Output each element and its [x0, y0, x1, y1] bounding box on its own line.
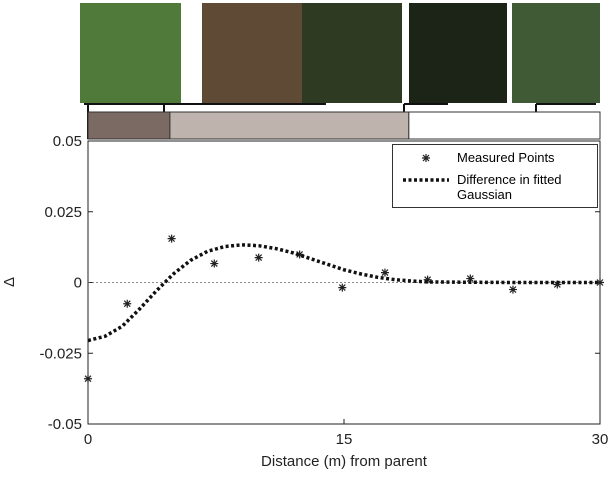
- point: [255, 254, 263, 262]
- x-tick-label: 30: [592, 431, 609, 448]
- y-tick-label: -0.05: [48, 416, 82, 433]
- legend-symbol: [422, 154, 430, 162]
- zone: [88, 112, 170, 139]
- x-tick-label: 15: [336, 431, 353, 448]
- point: [509, 286, 517, 294]
- point: [381, 269, 389, 277]
- y-axis-label: Δ: [1, 277, 18, 287]
- legend-swatch: [401, 172, 451, 188]
- fit-line: [88, 245, 600, 341]
- photo-understory: [512, 3, 600, 103]
- point: [338, 284, 346, 292]
- photo-seedling: [202, 3, 302, 103]
- point: [168, 235, 176, 243]
- y-tick-label: 0.025: [44, 204, 82, 221]
- x-tick-label: 0: [84, 431, 92, 448]
- zone: [409, 112, 600, 139]
- y-tick-label: 0.05: [53, 133, 82, 150]
- legend-label: Measured Points: [457, 150, 597, 165]
- photo-palm: [80, 3, 181, 103]
- y-tick-label: -0.025: [39, 345, 82, 362]
- x-axis-label: Distance (m) from parent: [261, 453, 428, 470]
- photo-sapling: [409, 3, 507, 103]
- chart: Distance (m) from parent Δ -0.05 -0.025 0 0…: [0, 0, 610, 481]
- figure: Distance (m) from parent Δ -0.05 -0.025 0 0…: [0, 0, 610, 481]
- point: [84, 375, 92, 383]
- legend: Measured Points Difference in fitted Gaus…: [392, 144, 598, 208]
- y-tick-label: 0: [74, 275, 82, 292]
- legend-swatch: [401, 150, 451, 166]
- point: [123, 300, 131, 308]
- legend-label: Difference in fitted Gaussian: [457, 172, 597, 202]
- point: [210, 260, 218, 268]
- zone: [170, 112, 409, 139]
- photo-leaf-litter: [302, 3, 402, 103]
- photos: [80, 3, 600, 103]
